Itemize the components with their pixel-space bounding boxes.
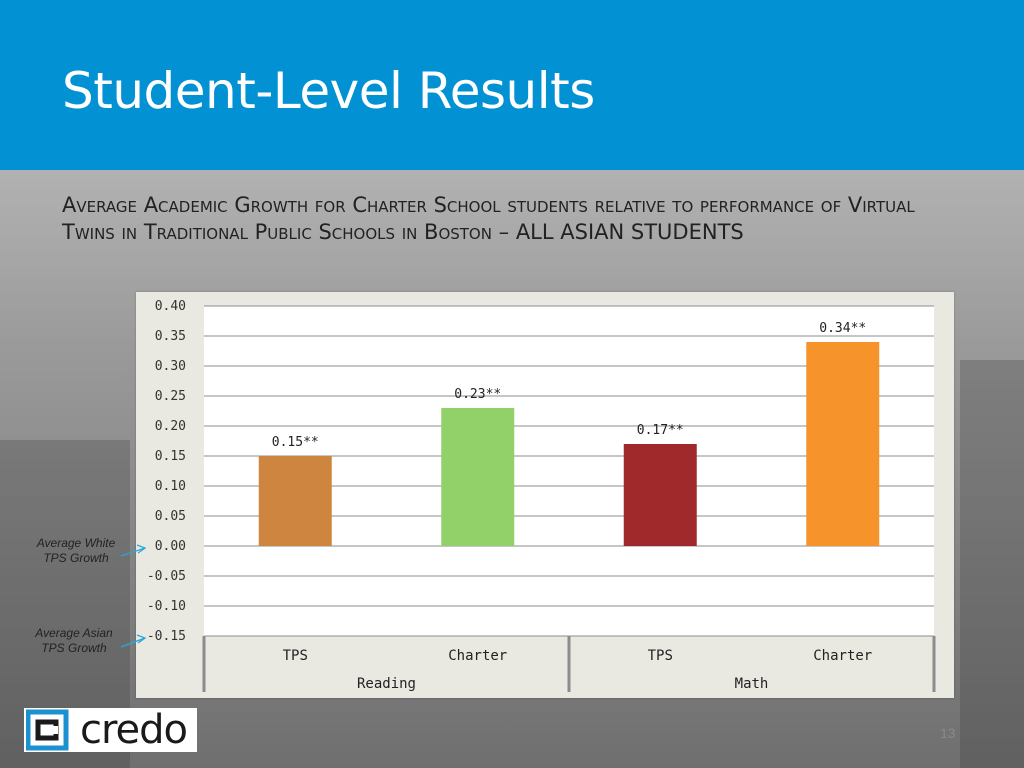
data-label: 0.34** [819, 321, 866, 336]
credo-logo-icon [26, 709, 69, 751]
category-label: TPS [283, 648, 308, 664]
group-label: Reading [357, 676, 416, 692]
y-tick-label: -0.15 [147, 629, 186, 644]
background-building-right [960, 360, 1024, 768]
annotation-asian-tps: Average Asian TPS Growth [35, 626, 113, 655]
data-label: 0.15** [272, 435, 319, 450]
annotation-white-tps: Average White TPS Growth [36, 536, 116, 565]
group-label: Math [735, 676, 769, 692]
bar-tps-2 [623, 444, 697, 546]
chart-panel: 0.40 0.35 0.30 0.25 0.20 0.15 0.10 0.05 0.00 -0.0… [136, 292, 954, 698]
y-tick-label: 0.40 [155, 299, 186, 314]
y-tick-label: 0.15 [155, 449, 186, 464]
data-label: 0.17** [637, 423, 684, 438]
slide-title: Student-Level Results [62, 62, 595, 120]
category-label: Charter [448, 648, 507, 664]
category-label: TPS [648, 648, 673, 664]
y-tick-label: 0.00 [155, 539, 186, 554]
y-tick-label: 0.30 [155, 359, 186, 374]
y-tick-label: 0.20 [155, 419, 186, 434]
bar-charter-3 [806, 342, 880, 546]
bar-charter-1 [441, 408, 515, 546]
y-tick-label: 0.25 [155, 389, 186, 404]
y-tick-label: 0.10 [155, 479, 186, 494]
y-tick-label: 0.05 [155, 509, 186, 524]
data-label: 0.23** [454, 387, 501, 402]
y-tick-label: -0.10 [147, 599, 186, 614]
bar-tps-0 [258, 456, 332, 546]
y-tick-label: 0.35 [155, 329, 186, 344]
credo-logo-text: credo [80, 707, 188, 753]
bar-chart: 0.40 0.35 0.30 0.25 0.20 0.15 0.10 0.05 0.00 -0.0… [147, 299, 936, 692]
category-label: Charter [813, 648, 872, 664]
slide-subtitle: Average Academic Growth for Charter Scho… [62, 193, 915, 244]
header-bar: Student-Level Results [0, 0, 1024, 170]
page-number: 13 [940, 725, 956, 741]
y-tick-label: -0.05 [147, 569, 186, 584]
credo-logo: credo [24, 708, 197, 752]
